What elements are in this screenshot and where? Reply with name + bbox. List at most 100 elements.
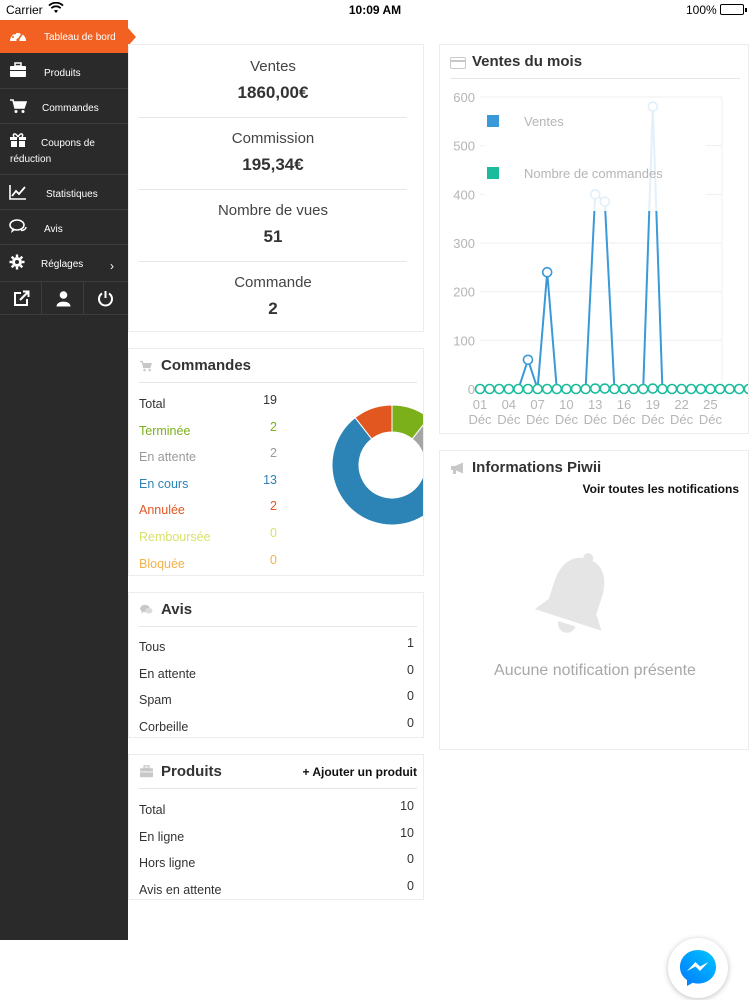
- messenger-chat-button[interactable]: [668, 938, 728, 998]
- series-point-1: [685, 383, 697, 395]
- x-tick-label: 25: [703, 397, 717, 412]
- x-tick-month-label: Déc: [555, 412, 579, 427]
- commandes-row-value: 19: [263, 393, 277, 407]
- stat-value: 2: [268, 299, 278, 318]
- sidebar-item-produits[interactable]: Produits: [0, 53, 128, 89]
- series-point-1: [657, 383, 668, 395]
- comments-icon: [9, 219, 27, 235]
- series-point-1: [484, 383, 495, 395]
- commandes-row-value: 2: [270, 419, 277, 434]
- series-point-1: [628, 383, 639, 395]
- series-point-1: [513, 383, 524, 395]
- gift-icon: [9, 132, 27, 148]
- card-title: Produits: [161, 763, 222, 780]
- carrier-label: Carrier: [6, 3, 43, 17]
- stat-value: 51: [263, 227, 283, 246]
- commandes-row-value: 2: [270, 446, 277, 461]
- produits-row-value: 10: [400, 799, 414, 813]
- x-tick-month-label: Déc: [670, 412, 694, 427]
- donut-slice-0[interactable]: [391, 405, 424, 440]
- avis-row-value: 1: [407, 636, 414, 650]
- legend-box: [484, 101, 706, 211]
- stats-card: Ventes 1860,00€ Commission 195,34€ Nombr…: [128, 44, 424, 332]
- y-tick-label: 200: [453, 285, 475, 300]
- commandes-header: Commandes: [139, 349, 417, 383]
- x-tick-label: 01: [473, 397, 487, 412]
- sidebar-item-label: Tableau de bord: [44, 32, 116, 43]
- x-tick-label: 19: [646, 397, 660, 412]
- donut-slice-2[interactable]: [331, 416, 424, 525]
- avis-row-value: 0: [407, 715, 414, 730]
- series-point-1: [618, 383, 630, 395]
- sidebar-item-label: Réglages: [41, 259, 84, 270]
- series-point-1: [551, 383, 563, 395]
- profile-button[interactable]: [42, 282, 84, 315]
- series-point-1: [599, 383, 611, 394]
- series-point-1: [541, 383, 553, 395]
- sidebar-item-label: Avis: [44, 224, 63, 235]
- external-link-button[interactable]: [0, 282, 42, 315]
- avis-row-value: 0: [407, 689, 414, 703]
- y-tick-label: 0: [468, 382, 475, 397]
- commandes-row-value: 0: [270, 526, 277, 540]
- produits-card: Produits + Ajouter un produit Total 10 En …: [128, 754, 424, 900]
- donut-slice-1[interactable]: [411, 418, 424, 457]
- stat-commande: Commande 2: [139, 274, 407, 319]
- briefcase-icon: [139, 765, 154, 783]
- see-all-notifications-link[interactable]: Voir toutes les notifications: [582, 482, 739, 496]
- informations-header: Informations Piwii: [450, 451, 740, 485]
- sidebar-item-statistiques[interactable]: Statistiques: [0, 175, 128, 210]
- legend-label-1: Nombre de commandes: [524, 166, 663, 181]
- series-point-1: [561, 383, 572, 395]
- series-point-1: [474, 383, 486, 395]
- commandes-donut-chart: [331, 405, 424, 525]
- x-tick-label: 22: [674, 397, 688, 412]
- x-tick-month-label: Déc: [584, 412, 608, 427]
- shopping-cart-icon: [139, 359, 153, 377]
- commandes-row-label: Bloquée: [139, 556, 185, 571]
- legend-swatch-1: [487, 167, 499, 179]
- y-tick-label: 500: [453, 139, 475, 154]
- series-point-1: [570, 383, 582, 395]
- series-point-1: [580, 383, 591, 395]
- sidebar-item-avis[interactable]: Avis: [0, 210, 128, 245]
- sidebar-item-reglages[interactable]: Réglages ›: [0, 245, 128, 282]
- sidebar-item-label-line2: réduction: [10, 154, 52, 165]
- y-tick-label: 300: [453, 236, 475, 251]
- series-point-1: [676, 383, 687, 395]
- gear-icon: [9, 254, 27, 270]
- clock-time: 10:09 AM: [348, 3, 402, 17]
- add-product-button[interactable]: + Ajouter un produit: [302, 765, 417, 779]
- produits-header: Produits + Ajouter un produit: [139, 755, 417, 789]
- produits-row-value: 0: [407, 852, 414, 866]
- commandes-row-label: Terminée: [139, 423, 191, 438]
- x-tick-month-label: Déc: [641, 412, 665, 427]
- line-chart-icon: [9, 184, 27, 200]
- series-point-1: [589, 383, 601, 394]
- donut-slice-3[interactable]: [354, 405, 393, 440]
- stat-label: Commande: [234, 274, 312, 291]
- x-tick-label: 16: [617, 397, 631, 412]
- card-title: Avis: [161, 601, 193, 618]
- sidebar-item-label: Statistiques: [46, 189, 98, 200]
- dashboard-gauge-icon: [9, 28, 27, 44]
- avis-row-label: Corbeille: [139, 719, 189, 734]
- battery-icon: [720, 4, 747, 15]
- ventes-du-mois-card: Ventes du mois 0 100 200 300 400 500 600 01 Déc 0…: [439, 44, 749, 434]
- legend-swatch-0: [487, 115, 499, 127]
- stat-value: 195,34€: [242, 155, 304, 174]
- sidebar-item-coupons[interactable]: Coupons de réduction: [0, 124, 128, 175]
- card-title: Commandes: [161, 357, 252, 374]
- logout-button[interactable]: [84, 282, 126, 315]
- sidebar-item-tableau-de-bord[interactable]: Tableau de bord: [0, 20, 136, 53]
- avis-row-label: Tous: [139, 640, 166, 654]
- stat-commission: Commission 195,34€: [139, 130, 407, 175]
- bell-icon: [528, 549, 622, 654]
- legend-label-0: Ventes: [524, 114, 564, 129]
- sidebar-item-label: Coupons de: [41, 138, 95, 149]
- sidebar-item-commandes[interactable]: Commandes: [0, 89, 128, 124]
- x-tick-label: 10: [559, 397, 573, 412]
- wifi-icon: [48, 1, 64, 17]
- series-point-1: [503, 383, 515, 395]
- x-tick-label: 04: [502, 397, 516, 412]
